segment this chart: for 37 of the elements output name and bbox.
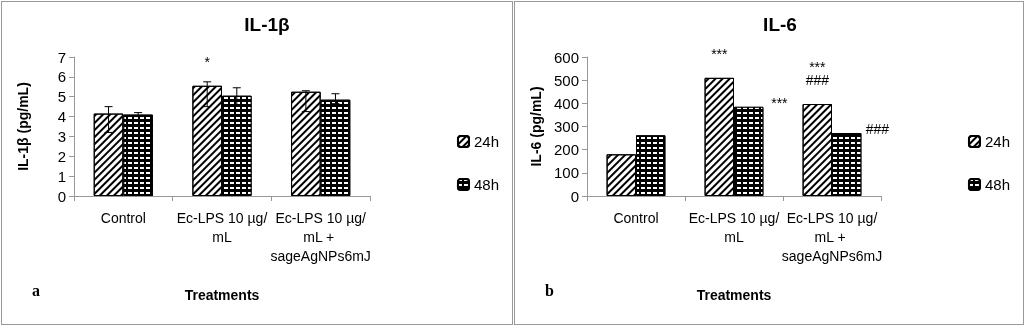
annotation: ### — [865, 120, 890, 137]
annotation: *** — [711, 45, 729, 62]
y-tick-label: 0 — [57, 187, 66, 205]
y-tick-label: 400 — [553, 94, 579, 112]
x-tick-label: Ec-LPS 10 µg/mL + sageAgNPs6mJ — [270, 209, 371, 264]
y-tick-label: 0 — [570, 187, 579, 205]
chart-title: IL-1β — [244, 14, 290, 35]
legend-label: 48h — [473, 176, 499, 193]
y-tick-label: 5 — [57, 88, 66, 106]
x-tick-label: Ec-LPS 10 µg/mL — [688, 209, 780, 245]
y-tick-label: 6 — [57, 68, 66, 86]
y-tick-label: 1 — [57, 167, 66, 185]
y-tick-label: 200 — [553, 141, 579, 159]
text: b — [545, 281, 554, 299]
chart-title: IL-6 — [763, 14, 797, 35]
y-axis-title: IL-1β (pg/mL) — [15, 82, 31, 171]
x-tick-label: Ec-LPS 10 µg/mL + sageAgNPs6mJ — [781, 209, 883, 264]
annotation: * — [204, 53, 211, 70]
y-tick-label: 2 — [57, 147, 66, 165]
y-axis-title: IL-6 (pg/mL) — [528, 86, 544, 167]
x-axis-title: Treatments — [696, 287, 772, 303]
annotation: *** — [771, 94, 789, 111]
y-tick-label: 300 — [553, 118, 579, 135]
x-axis-title: Treatments — [184, 287, 260, 303]
text: a — [32, 281, 40, 299]
y-tick-label: 7 — [57, 48, 66, 66]
y-tick-label: 100 — [553, 164, 579, 182]
y-tick-label: 3 — [57, 127, 66, 145]
legend-label: 24h — [984, 133, 1010, 150]
x-tick-label: Control — [100, 209, 146, 226]
legend-label: 24h — [473, 133, 499, 150]
y-tick-label: 4 — [57, 108, 66, 126]
legend-label: 48h — [984, 176, 1010, 193]
x-tick-label: Ec-LPS 10 µg/mL — [176, 209, 268, 245]
x-tick-label: Control — [613, 209, 659, 226]
y-tick-label: 600 — [553, 48, 579, 66]
y-tick-label: 500 — [553, 71, 579, 89]
